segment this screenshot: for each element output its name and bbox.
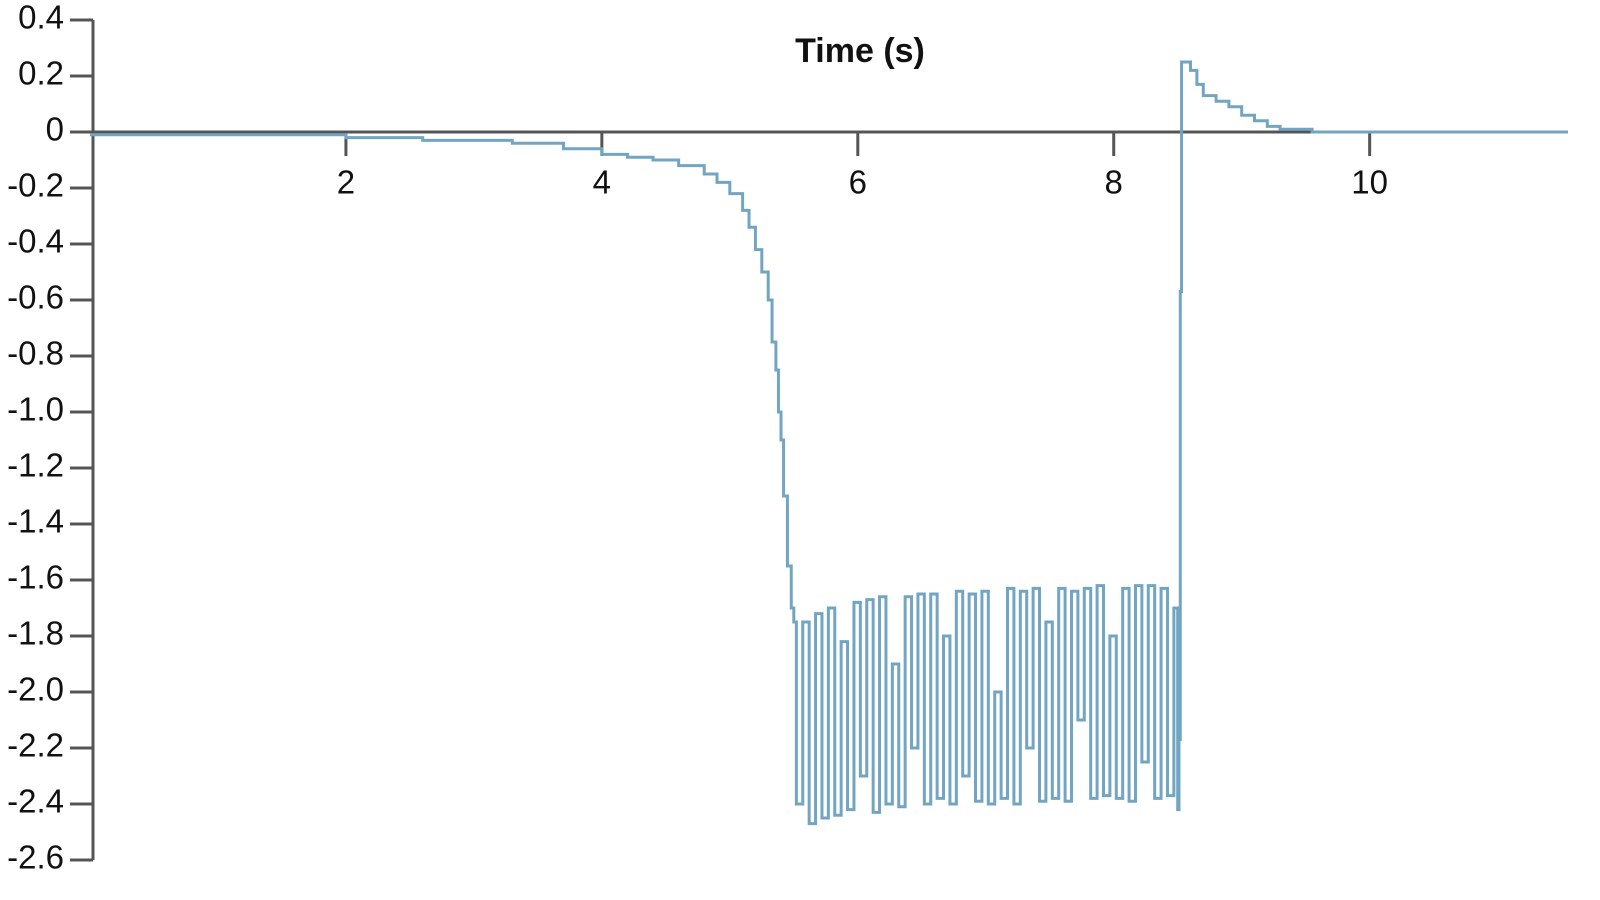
y-tick-label: -0.8: [7, 335, 64, 372]
chart-title: Time (s): [795, 32, 925, 70]
y-tick-label: 0.4: [18, 0, 64, 36]
y-tick-label: -2.2: [7, 727, 64, 764]
x-tick-label: 10: [1351, 164, 1388, 201]
data-line: [90, 60, 1568, 826]
x-tick-label: 2: [337, 164, 355, 201]
y-tick-label: -0.2: [7, 167, 64, 204]
x-tick-label: 8: [1105, 164, 1123, 201]
y-tick-label: -1.6: [7, 559, 64, 596]
x-tick-label: 4: [593, 164, 611, 201]
x-tick-label: 6: [849, 164, 867, 201]
y-tick-label: -2.6: [7, 839, 64, 876]
y-tick-label: 0.2: [18, 55, 64, 92]
y-tick-label: -0.6: [7, 279, 64, 316]
y-tick-label: -1.2: [7, 447, 64, 484]
y-tick-label: -2.4: [7, 783, 64, 820]
y-tick-label: -1.8: [7, 615, 64, 652]
y-tick-label: -1.0: [7, 391, 64, 428]
y-tick-label: 0: [46, 111, 64, 148]
y-tick-label: -0.4: [7, 223, 64, 260]
y-tick-label: -2.0: [7, 671, 64, 708]
y-tick-label: -1.4: [7, 503, 64, 540]
